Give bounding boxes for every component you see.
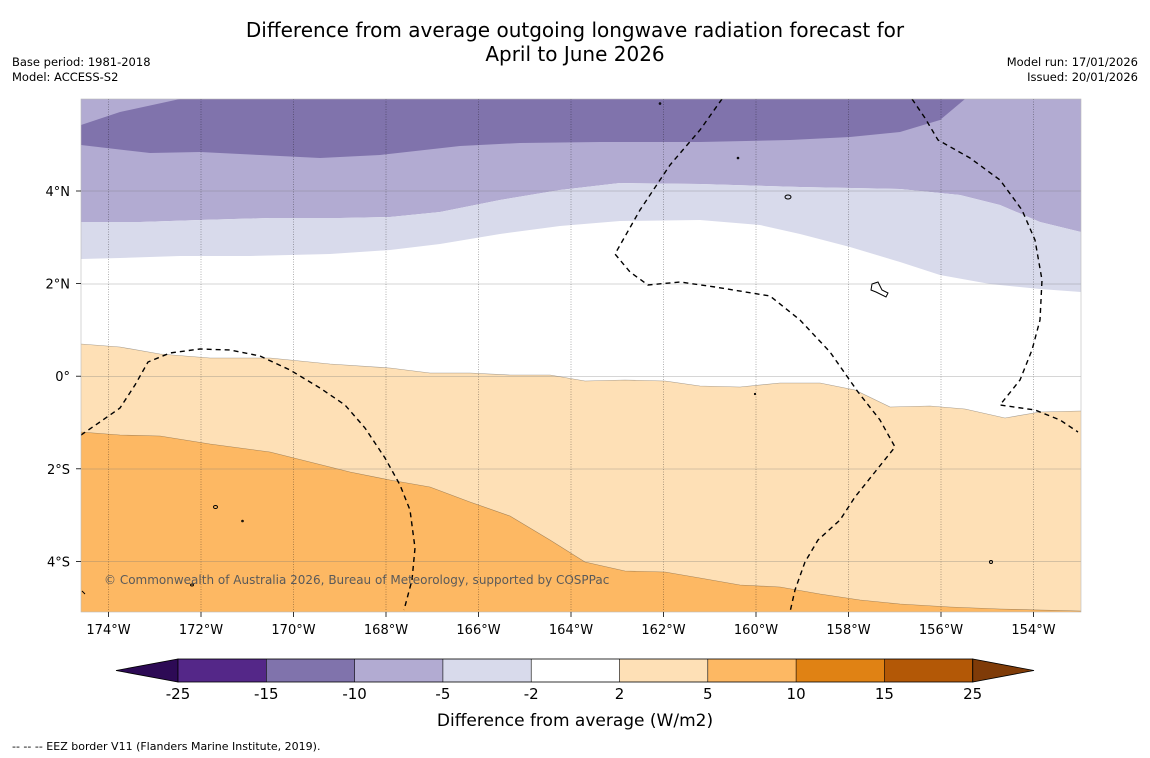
band-minus10-to-minus15 bbox=[81, 99, 965, 158]
colorbar-segment bbox=[442, 659, 532, 682]
x-tick-label: 156°W bbox=[919, 623, 963, 638]
y-tick-label: 4°S bbox=[47, 555, 70, 570]
colorbar-label: Difference from average (W/m2) bbox=[437, 711, 713, 731]
latitude-lines bbox=[81, 190, 1081, 562]
plot-border bbox=[80, 98, 1082, 613]
x-tick-label: 164°W bbox=[549, 623, 593, 638]
base-period: Base period: 1981-2018 bbox=[12, 55, 151, 69]
colorbar-segment bbox=[707, 659, 797, 682]
y-tick-label: 2°S bbox=[47, 463, 70, 478]
model-name: Model: ACCESS-S2 bbox=[12, 70, 119, 84]
map-title: Difference from average outgoing longwav… bbox=[0, 18, 1150, 66]
colorbar-segment bbox=[354, 659, 443, 682]
title-line-1: Difference from average outgoing longwav… bbox=[245, 18, 905, 42]
colorbar-segment bbox=[619, 659, 708, 682]
meta-right: Model run: 17/01/2026 Issued: 20/01/2026 bbox=[1007, 55, 1138, 85]
x-tick-label: 166°W bbox=[456, 623, 500, 638]
colorbar-segment bbox=[266, 659, 355, 682]
colorbar-tick-label: 10 bbox=[787, 685, 806, 703]
colorbar-tick-label: -10 bbox=[342, 685, 367, 703]
contour-lines bbox=[81, 343, 1081, 612]
band-5-to-10 bbox=[81, 432, 1081, 612]
map-plot-area bbox=[81, 99, 1081, 612]
colorbar-tick-label: -5 bbox=[435, 685, 450, 703]
colorbar-tick-label: -2 bbox=[524, 685, 539, 703]
band-minus2-to-minus5 bbox=[81, 183, 1081, 292]
colorbar-segment bbox=[531, 659, 620, 682]
graticule bbox=[108, 99, 1034, 612]
colorbar-extend-high bbox=[972, 658, 1035, 683]
colorbar-segment bbox=[178, 659, 267, 682]
colorbar-segment bbox=[884, 659, 973, 682]
x-tick-label: 168°W bbox=[364, 623, 408, 638]
copyright-text: © Commonwealth of Australia 2026, Bureau… bbox=[104, 573, 609, 587]
colorbar-segment bbox=[796, 659, 885, 682]
colorbar-tick-label: 5 bbox=[703, 685, 713, 703]
colorbar-tick-label: -25 bbox=[166, 685, 191, 703]
colorbar-outline bbox=[177, 658, 974, 683]
model-run: Model run: 17/01/2026 bbox=[1006, 55, 1138, 69]
x-axis-ticks: 174°W 172°W 170°W 168°W 166°W 164°W 162°W 160°W… bbox=[86, 612, 1056, 638]
colorbar-tick-label: 15 bbox=[875, 685, 894, 703]
y-tick-label: 0° bbox=[55, 370, 70, 385]
x-tick-label: 158°W bbox=[826, 623, 870, 638]
x-tick-label: 170°W bbox=[271, 623, 315, 638]
y-axis-ticks: 4°N 2°N 0° 2°S 4°S bbox=[46, 185, 81, 570]
x-tick-label: 154°W bbox=[1011, 623, 1055, 638]
x-tick-label: 174°W bbox=[86, 623, 130, 638]
eez-borders bbox=[81, 99, 1079, 612]
title-line-2: April to June 2026 bbox=[485, 42, 665, 66]
x-tick-label: 172°W bbox=[179, 623, 223, 638]
eez-footnote: -- -- -- EEZ border V11 (Flanders Marine… bbox=[12, 740, 321, 753]
colorbar-tick-label: 25 bbox=[963, 685, 982, 703]
colorbar-extend-low bbox=[115, 658, 179, 683]
colorbar: -25 -15 -10 -5 -2 2 5 10 15 25 bbox=[115, 658, 1035, 703]
x-tick-label: 160°W bbox=[734, 623, 778, 638]
x-tick-label: 162°W bbox=[641, 623, 685, 638]
colorbar-tick-label: -15 bbox=[254, 685, 279, 703]
island-outlines bbox=[81, 102, 993, 595]
meta-left: Base period: 1981-2018 Model: ACCESS-S2 bbox=[12, 55, 151, 85]
colorbar-tick-label: 2 bbox=[615, 685, 625, 703]
y-tick-label: 4°N bbox=[46, 185, 71, 200]
issued-date: Issued: 20/01/2026 bbox=[1027, 70, 1138, 84]
y-tick-label: 2°N bbox=[46, 278, 71, 293]
